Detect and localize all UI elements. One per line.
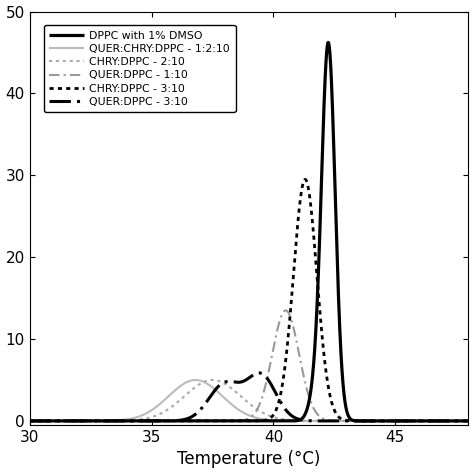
CHRY:DPPC - 3:10: [290, 279, 296, 285]
DPPC with 1% DMSO: [355, 418, 360, 424]
CHRY:DPPC - 2:10: [465, 418, 471, 424]
QUER:CHRY:DPPC - 1:2:10: [193, 377, 199, 383]
QUER:DPPC - 1:10: [283, 308, 289, 313]
X-axis label: Temperature (°C): Temperature (°C): [177, 450, 321, 468]
QUER:CHRY:DPPC - 1:2:10: [107, 418, 112, 424]
Line: QUER:DPPC - 1:10: QUER:DPPC - 1:10: [30, 310, 468, 421]
Line: CHRY:DPPC - 3:10: CHRY:DPPC - 3:10: [30, 179, 468, 421]
QUER:DPPC - 1:10: [290, 323, 296, 328]
QUER:DPPC - 3:10: [465, 418, 471, 424]
CHRY:DPPC - 3:10: [465, 418, 471, 424]
QUER:CHRY:DPPC - 1:2:10: [290, 418, 296, 424]
Line: DPPC with 1% DMSO: DPPC with 1% DMSO: [30, 43, 468, 421]
CHRY:DPPC - 2:10: [312, 418, 318, 424]
QUER:CHRY:DPPC - 1:2:10: [195, 377, 201, 383]
CHRY:DPPC - 3:10: [388, 418, 393, 424]
CHRY:DPPC - 2:10: [107, 418, 112, 424]
QUER:DPPC - 1:10: [107, 418, 112, 424]
CHRY:DPPC - 3:10: [302, 176, 308, 182]
QUER:DPPC - 1:10: [194, 418, 200, 424]
QUER:DPPC - 3:10: [27, 418, 33, 424]
CHRY:DPPC - 2:10: [194, 383, 200, 388]
QUER:CHRY:DPPC - 1:2:10: [465, 418, 471, 424]
CHRY:DPPC - 2:10: [388, 418, 393, 424]
DPPC with 1% DMSO: [465, 418, 471, 424]
CHRY:DPPC - 3:10: [194, 418, 200, 424]
QUER:CHRY:DPPC - 1:2:10: [312, 418, 318, 424]
CHRY:DPPC - 2:10: [27, 418, 33, 424]
QUER:CHRY:DPPC - 1:2:10: [27, 418, 33, 424]
QUER:DPPC - 3:10: [107, 418, 112, 424]
QUER:DPPC - 3:10: [194, 410, 200, 416]
Line: QUER:DPPC - 3:10: QUER:DPPC - 3:10: [30, 373, 468, 421]
DPPC with 1% DMSO: [194, 418, 200, 424]
CHRY:DPPC - 2:10: [210, 377, 215, 383]
CHRY:DPPC - 2:10: [355, 418, 360, 424]
DPPC with 1% DMSO: [325, 40, 331, 46]
QUER:DPPC - 3:10: [355, 418, 360, 424]
CHRY:DPPC - 3:10: [355, 418, 360, 424]
QUER:CHRY:DPPC - 1:2:10: [388, 418, 393, 424]
DPPC with 1% DMSO: [27, 418, 33, 424]
QUER:DPPC - 1:10: [388, 418, 393, 424]
CHRY:DPPC - 3:10: [27, 418, 33, 424]
CHRY:DPPC - 3:10: [107, 418, 112, 424]
DPPC with 1% DMSO: [290, 418, 296, 424]
QUER:DPPC - 1:10: [355, 418, 360, 424]
DPPC with 1% DMSO: [107, 418, 112, 424]
QUER:DPPC - 1:10: [27, 418, 33, 424]
Line: CHRY:DPPC - 2:10: CHRY:DPPC - 2:10: [30, 380, 468, 421]
QUER:DPPC - 3:10: [256, 370, 262, 376]
QUER:DPPC - 3:10: [312, 418, 318, 424]
QUER:DPPC - 3:10: [290, 414, 296, 419]
QUER:CHRY:DPPC - 1:2:10: [355, 418, 360, 424]
DPPC with 1% DMSO: [388, 418, 393, 424]
Line: QUER:CHRY:DPPC - 1:2:10: QUER:CHRY:DPPC - 1:2:10: [30, 380, 468, 421]
QUER:DPPC - 3:10: [388, 418, 393, 424]
DPPC with 1% DMSO: [312, 341, 318, 346]
QUER:DPPC - 1:10: [312, 408, 318, 414]
CHRY:DPPC - 3:10: [312, 250, 318, 256]
QUER:DPPC - 1:10: [465, 418, 471, 424]
Legend: DPPC with 1% DMSO, QUER:CHRY:DPPC - 1:2:10, CHRY:DPPC - 2:10, QUER:DPPC - 1:10, : DPPC with 1% DMSO, QUER:CHRY:DPPC - 1:2:…: [44, 25, 236, 112]
CHRY:DPPC - 2:10: [290, 418, 296, 423]
